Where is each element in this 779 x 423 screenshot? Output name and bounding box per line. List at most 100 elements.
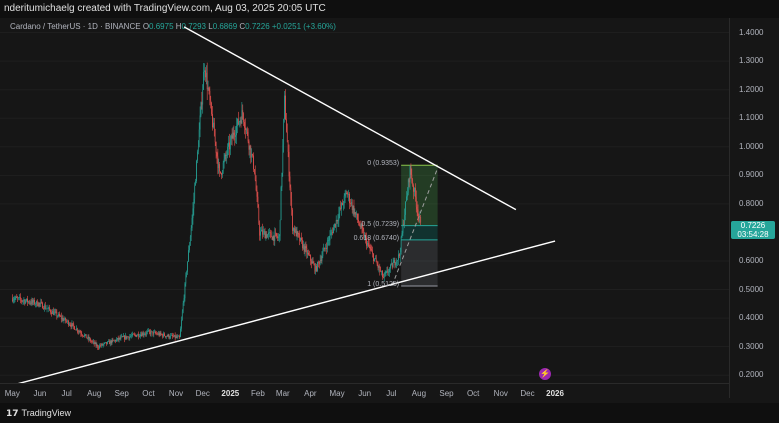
candle-body	[328, 240, 330, 241]
candle-body	[191, 218, 193, 228]
candle-body	[220, 171, 221, 174]
candle-body	[52, 310, 53, 314]
candle-body	[347, 194, 349, 195]
candle-body	[16, 296, 18, 298]
symbol-legend[interactable]: Cardano / TetherUS · 1D · BINANCE O0.697…	[10, 22, 336, 31]
candle-body	[122, 336, 124, 337]
candle-body	[226, 155, 228, 157]
time-tick: 2025	[221, 389, 240, 398]
candle-body	[418, 215, 420, 218]
candle-body	[272, 235, 274, 240]
time-tick: Sep	[439, 389, 454, 398]
candle-body	[149, 331, 151, 335]
candle-body	[338, 213, 340, 221]
candle-body	[406, 196, 407, 202]
candle-body	[116, 337, 118, 340]
candle-body	[173, 334, 175, 337]
candle-body	[57, 316, 59, 317]
lightning-icon[interactable]: ⚡	[539, 368, 551, 380]
candle-body	[67, 320, 68, 322]
candle-body	[237, 118, 239, 125]
candle-body	[71, 323, 73, 327]
candle-body	[140, 334, 141, 337]
candle-body	[36, 300, 38, 306]
candle-body	[183, 298, 185, 304]
candle-body	[124, 335, 125, 340]
price-tick: 1.1000	[739, 113, 764, 123]
tradingview-logo[interactable]: 17 TradingView	[6, 408, 71, 419]
time-tick: Mar	[275, 389, 290, 398]
candle-body	[42, 302, 43, 309]
candle-body	[241, 110, 243, 124]
candle-body	[387, 270, 389, 273]
close-value: 0.7226	[245, 22, 270, 31]
trendlines[interactable]	[7, 26, 556, 383]
candle-body	[351, 202, 353, 211]
candle-body	[411, 174, 413, 182]
candle-body	[142, 333, 144, 335]
candle-body	[15, 296, 17, 299]
candle-body	[224, 154, 226, 160]
candle-body	[38, 302, 40, 306]
candle-body	[39, 302, 41, 304]
candle-body	[379, 266, 381, 271]
candle-body	[349, 193, 350, 204]
candle-body	[409, 165, 411, 183]
candle-body	[176, 336, 178, 338]
candle-body	[307, 252, 309, 255]
candle-body	[356, 213, 358, 215]
candle-body	[238, 121, 240, 125]
candle-body	[414, 187, 415, 192]
candle-body	[382, 277, 384, 278]
candle-body	[151, 331, 153, 333]
candle-body	[168, 334, 170, 338]
candle-body	[358, 222, 360, 226]
candle-body	[367, 242, 369, 244]
candle-body	[78, 331, 80, 333]
candle-body	[385, 271, 387, 274]
candle-body	[167, 334, 169, 337]
candle-body	[85, 334, 87, 338]
price-tick: 1.4000	[739, 27, 764, 37]
candle-body	[415, 197, 417, 207]
candle-body	[108, 341, 109, 342]
candle-body	[117, 337, 119, 340]
candle-body	[92, 341, 93, 343]
candle-body	[197, 147, 199, 152]
candle-body	[291, 198, 293, 210]
candle-body	[196, 160, 197, 182]
candle-body	[179, 336, 180, 338]
candle-body	[91, 341, 92, 342]
candle-body	[48, 307, 50, 309]
candle-body	[136, 335, 138, 337]
candle-body	[172, 335, 173, 337]
candle-body	[130, 336, 132, 337]
candle-body	[128, 336, 130, 339]
candle-body	[375, 258, 377, 263]
fib-level-label: 0.5 (0.7239)	[361, 220, 400, 228]
candle-body	[73, 323, 75, 327]
candle-body	[41, 302, 43, 303]
candle-body	[252, 154, 253, 156]
candle-body	[413, 185, 414, 192]
candle-body	[127, 336, 129, 338]
candle-body	[65, 318, 67, 322]
candle-body	[360, 224, 362, 228]
candle-body	[243, 113, 245, 123]
candle-body	[217, 156, 219, 169]
candle-body	[76, 328, 77, 331]
candle-body	[64, 318, 66, 320]
time-axis[interactable]: May Jun Jul Aug Sep Oct Nov Dec 2025 Feb Mar Apr May…	[0, 383, 729, 402]
price-axis[interactable]: 1.4000 1.3000 1.2000 1.1000 1.0000 0.9000 0.80…	[729, 18, 779, 398]
candle-body	[52, 310, 54, 315]
candle-body	[35, 303, 36, 305]
candle-body	[364, 236, 366, 239]
candle-body	[189, 236, 191, 246]
price-chart[interactable]	[0, 18, 729, 383]
candle-body	[344, 193, 346, 196]
candle-body	[221, 171, 223, 175]
candle-body	[318, 262, 320, 264]
candle-body	[107, 341, 108, 344]
candle-body	[281, 172, 283, 188]
fib-retracement[interactable]	[391, 164, 439, 287]
